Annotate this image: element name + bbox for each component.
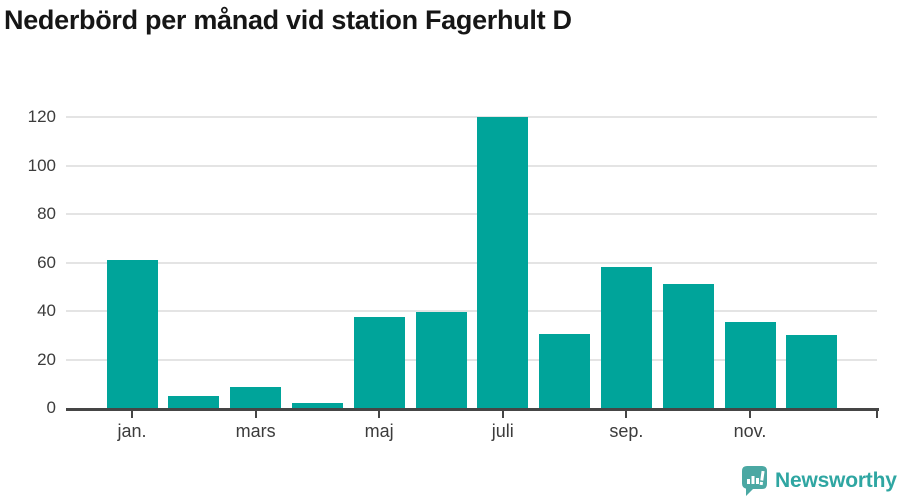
x-tick-label-juli: juli xyxy=(491,421,514,441)
y-tick-label-80: 80 xyxy=(37,204,56,223)
y-tick-label-60: 60 xyxy=(37,252,56,272)
bar-4 xyxy=(291,403,343,408)
x-tick-label-maj: maj xyxy=(364,421,394,441)
x-axis-tick-maj xyxy=(378,408,381,418)
bar-3 xyxy=(230,387,282,408)
bar-1 xyxy=(106,260,158,408)
x-axis-tick-jan xyxy=(131,408,133,418)
x-tick-label-nov: nov. xyxy=(733,421,767,441)
x-axis-line xyxy=(66,408,879,411)
gridline-80 xyxy=(66,213,877,215)
bar-12 xyxy=(786,335,838,408)
x-tick-label-mars: mars xyxy=(235,421,276,441)
gridline-120 xyxy=(66,116,877,118)
bar-8 xyxy=(539,334,591,408)
gridline-100 xyxy=(66,164,877,167)
y-tick-label-120: 120 xyxy=(27,107,56,126)
y-tick-label-40: 40 xyxy=(37,301,56,320)
gridline-40 xyxy=(66,310,877,312)
newsworthy-logo-text: Newsworthy xyxy=(775,469,897,492)
newsworthy-logo-icon xyxy=(742,466,767,496)
bar-11 xyxy=(724,321,776,408)
x-axis-tick-mars xyxy=(254,408,257,418)
x-axis-end-tick xyxy=(876,408,878,418)
newsworthy-branding: Newsworthy xyxy=(742,466,897,496)
y-tick-label-20: 20 xyxy=(37,349,56,369)
bar-9 xyxy=(600,267,652,408)
bar-7 xyxy=(477,117,529,408)
bar-2 xyxy=(168,395,220,408)
bar-5 xyxy=(353,317,405,408)
y-tick-label-0: 0 xyxy=(46,398,56,417)
y-tick-label-100: 100 xyxy=(27,155,56,175)
chart-title: Nederbörd per månad vid station Fagerhul… xyxy=(4,5,572,35)
x-axis-tick-sep xyxy=(625,408,628,418)
x-axis-tick-juli xyxy=(501,408,504,418)
x-tick-label-sep: sep. xyxy=(609,421,644,441)
gridline-60 xyxy=(66,261,877,264)
x-tick-label-jan: jan. xyxy=(117,421,147,441)
bar-10 xyxy=(662,284,714,408)
x-axis-tick-nov xyxy=(749,408,751,418)
gridline-20 xyxy=(66,358,877,361)
bar-6 xyxy=(415,312,467,408)
